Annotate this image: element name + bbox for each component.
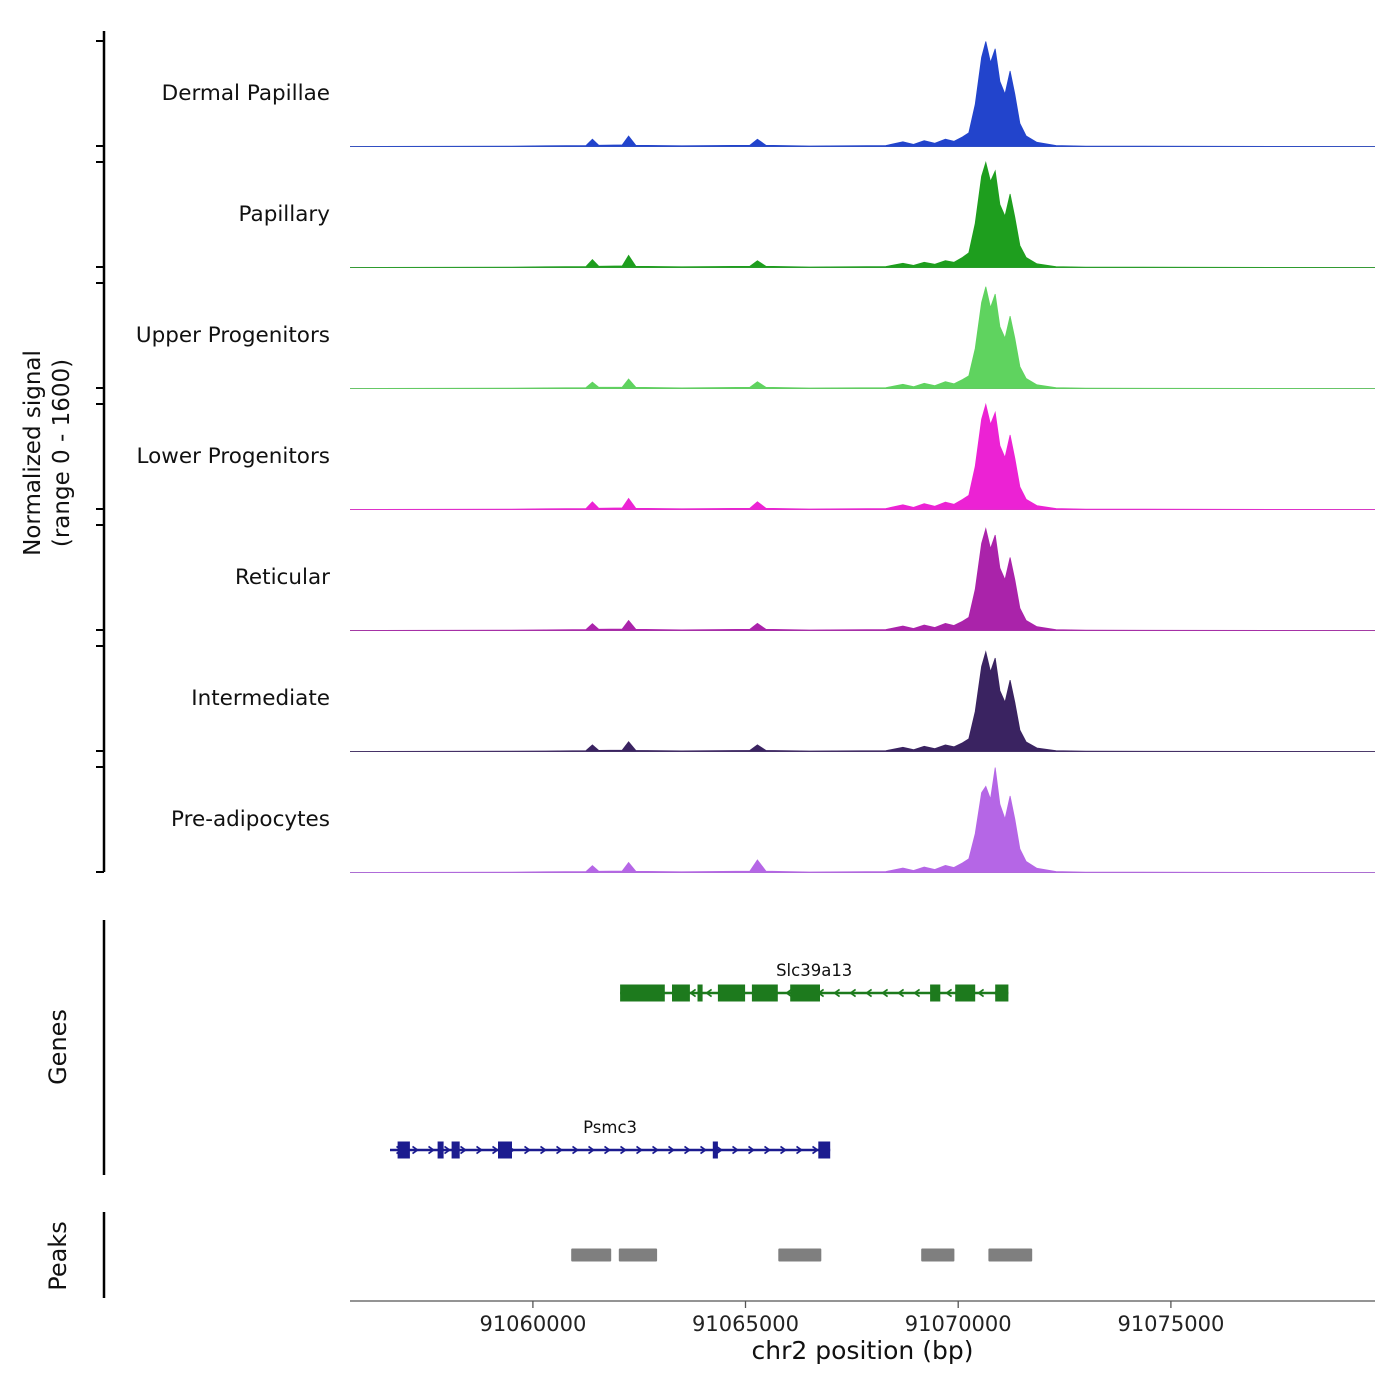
genes-track: Slc39a13 Psmc3 xyxy=(390,961,1009,1159)
gene-exon-psmc3 xyxy=(451,1141,460,1159)
x-axis-tick-label: 91075000 xyxy=(1117,1312,1224,1336)
gene-exon-slc39a13 xyxy=(751,984,778,1002)
track-label-dermal-papillae: Dermal Papillae xyxy=(161,81,330,106)
signal-area-lower-progenitors xyxy=(349,402,1376,510)
strand-arrow-icon xyxy=(881,988,889,998)
x-axis: 91060000 91065000 91070000 91075000 xyxy=(350,1300,1375,1336)
track-label-reticular: Reticular xyxy=(234,565,330,590)
strand-arrow-icon xyxy=(780,1145,787,1155)
gene-exon-slc39a13 xyxy=(955,984,976,1002)
x-axis-tick-label: 91070000 xyxy=(905,1312,1012,1336)
peak-interval xyxy=(921,1248,955,1262)
gene-name-psmc3: Psmc3 xyxy=(583,1118,637,1137)
strand-arrow-icon xyxy=(540,1145,547,1155)
signal-track-pre-adipocytes xyxy=(349,767,1376,873)
strand-arrow-icon xyxy=(604,1145,611,1155)
strand-arrow-icon xyxy=(572,1145,579,1155)
strand-arrow-icon xyxy=(588,1145,595,1155)
strand-arrow-icon xyxy=(812,1145,819,1155)
signal-area-intermediate xyxy=(349,650,1376,752)
signal-track-dermal-papillae xyxy=(349,41,1376,147)
peak-interval xyxy=(778,1248,822,1262)
x-axis-title: chr2 position (bp) xyxy=(751,1336,974,1365)
strand-arrow-icon xyxy=(460,1145,467,1155)
strand-arrow-icon xyxy=(849,988,857,998)
x-axis-tick-label: 91060000 xyxy=(479,1312,586,1336)
strand-arrow-icon xyxy=(785,988,793,998)
strand-arrow-icon xyxy=(524,1145,531,1155)
strand-arrow-icon xyxy=(748,1145,755,1155)
strand-arrow-icon xyxy=(689,988,697,998)
strand-arrow-icon xyxy=(636,1145,643,1155)
track-label-pre-adipocytes: Pre-adipocytes xyxy=(171,807,330,832)
peak-interval xyxy=(571,1248,612,1262)
signal-track-papillary xyxy=(349,161,1376,268)
signal-area-upper-progenitors xyxy=(349,286,1376,389)
strand-arrow-icon xyxy=(897,988,905,998)
gene-exon-slc39a13 xyxy=(790,984,820,1002)
gene-exon-slc39a13 xyxy=(995,984,1009,1002)
track-label-papillary: Papillary xyxy=(238,202,330,227)
gene-exon-slc39a13 xyxy=(717,984,746,1002)
signal-area-pre-adipocytes xyxy=(349,767,1376,873)
strand-arrow-icon xyxy=(716,1145,723,1155)
signal-track-upper-progenitors xyxy=(349,286,1376,389)
signal-area-dermal-papillae xyxy=(349,41,1376,147)
track-label-upper-progenitors: Upper Progenitors xyxy=(135,323,330,348)
signal-track-intermediate xyxy=(349,650,1376,752)
gene-exon-psmc3 xyxy=(437,1141,444,1159)
strand-arrow-icon xyxy=(556,1145,563,1155)
peak-interval xyxy=(618,1248,658,1262)
genes-section-label: Genes xyxy=(44,1009,72,1085)
gene-exon-psmc3 xyxy=(498,1141,512,1159)
strand-arrow-icon xyxy=(492,1145,499,1155)
gene-exon-slc39a13 xyxy=(697,984,703,1002)
peaks-section-label: Peaks xyxy=(44,1221,72,1291)
gene-exon-slc39a13 xyxy=(930,984,941,1002)
signal-track-reticular xyxy=(349,527,1376,631)
strand-arrow-icon xyxy=(945,988,953,998)
strand-arrow-icon xyxy=(705,988,713,998)
peak-interval xyxy=(988,1248,1033,1262)
strand-arrow-icon xyxy=(684,1145,691,1155)
signal-area-papillary xyxy=(349,161,1376,268)
strand-arrow-icon xyxy=(833,988,841,998)
strand-arrow-icon xyxy=(977,988,985,998)
gene-exon-slc39a13 xyxy=(620,984,665,1002)
track-label-intermediate: Intermediate xyxy=(191,686,330,711)
gene-name-slc39a13: Slc39a13 xyxy=(776,961,852,980)
strand-arrow-icon xyxy=(764,1145,771,1155)
strand-arrow-icon xyxy=(620,1145,627,1155)
strand-arrow-icon xyxy=(913,988,921,998)
gene-exon-psmc3 xyxy=(818,1141,831,1159)
strand-arrow-icon xyxy=(700,1145,707,1155)
strand-arrow-icon xyxy=(476,1145,483,1155)
strand-arrow-icon xyxy=(796,1145,803,1155)
strand-arrow-icon xyxy=(865,988,873,998)
peaks-track xyxy=(571,1248,1033,1262)
signal-track-lower-progenitors xyxy=(349,402,1376,510)
axis-brackets xyxy=(96,31,106,1298)
x-axis-tick-label: 91065000 xyxy=(692,1312,799,1336)
gene-exon-slc39a13 xyxy=(672,984,690,1002)
strand-arrow-icon xyxy=(668,1145,675,1155)
gene-exon-psmc3 xyxy=(397,1141,410,1159)
signal-area-reticular xyxy=(349,527,1376,631)
strand-arrow-icon xyxy=(412,1145,419,1155)
strand-arrow-icon xyxy=(444,1145,451,1155)
gene-exon-psmc3 xyxy=(712,1141,718,1159)
strand-arrow-icon xyxy=(732,1145,739,1155)
track-label-lower-progenitors: Lower Progenitors xyxy=(136,444,330,469)
strand-arrow-icon xyxy=(428,1145,435,1155)
strand-arrow-icon xyxy=(652,1145,659,1155)
